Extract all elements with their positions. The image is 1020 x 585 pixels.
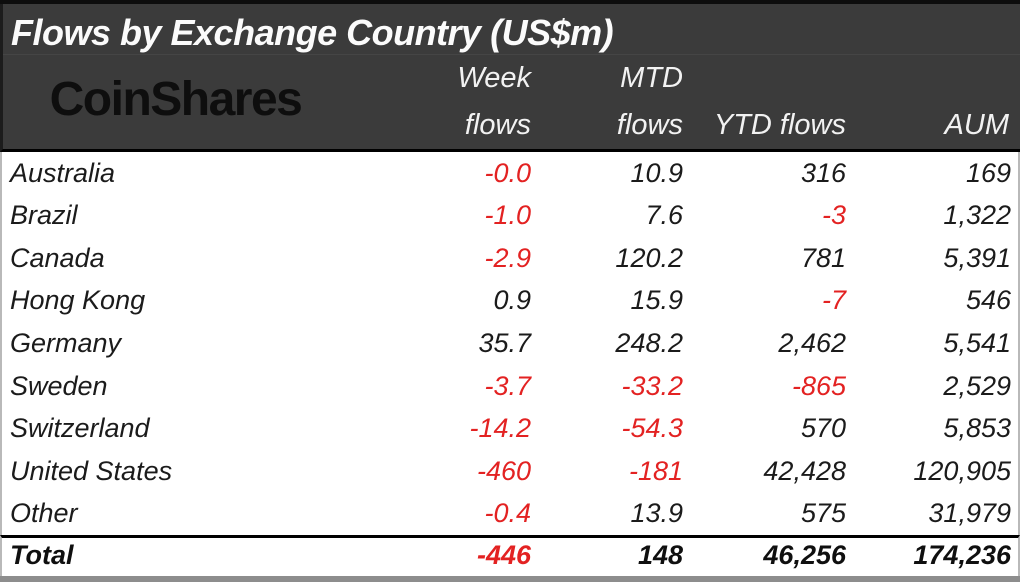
col-header-aum: AUM [944, 109, 1009, 141]
table-row: Other -0.4 13.9 575 31,979 [2, 493, 1018, 536]
bottom-strip [0, 576, 1020, 582]
aum-cell: 169 [965, 157, 1011, 188]
coinshares-logo: CoinShares [49, 72, 303, 126]
country-cell: Brazil [10, 200, 78, 231]
week-flows-cell: 35.7 [478, 328, 531, 359]
page-title: Flows by Exchange Country (US$m) [3, 4, 1020, 55]
mtd-flows-cell: -54.3 [621, 413, 683, 444]
table-header: Flows by Exchange Country (US$m) CoinSha… [0, 4, 1020, 152]
country-cell: Other [10, 498, 78, 529]
col-header-ytd-flows: YTD flows [713, 109, 846, 141]
col-header-mtd-line2: flows [616, 109, 683, 141]
table-row: Canada -2.9 120.2 781 5,391 [2, 237, 1018, 280]
bottom-gap [0, 572, 1020, 576]
country-cell: Sweden [10, 370, 108, 401]
total-week-flows: -446 [476, 539, 531, 570]
mtd-flows-cell: 10.9 [630, 157, 683, 188]
week-flows-cell: -3.7 [484, 370, 531, 401]
col-header-week-line1: Week [457, 62, 531, 94]
table-body: Australia -0.0 10.9 316 169 Brazil -1.0 … [0, 152, 1020, 535]
table-row: Hong Kong 0.9 15.9 -7 546 [2, 280, 1018, 323]
mtd-flows-cell: 248.2 [615, 328, 683, 359]
aum-cell: 31,979 [928, 498, 1011, 529]
col-header-week-flows: Week flows [348, 55, 538, 149]
table-row: United States -460 -181 42,428 120,905 [2, 450, 1018, 493]
week-flows-cell: -460 [476, 455, 531, 486]
ytd-flows-cell: 570 [800, 413, 846, 444]
table-row: Brazil -1.0 7.6 -3 1,322 [2, 195, 1018, 238]
aum-cell: 2,529 [943, 370, 1011, 401]
mtd-flows-cell: 120.2 [615, 242, 683, 273]
aum-cell: 5,853 [943, 413, 1011, 444]
country-cell: Germany [10, 328, 122, 359]
total-ytd-flows: 46,256 [763, 539, 846, 570]
week-flows-cell: -14.2 [469, 413, 531, 444]
country-cell: Canada [10, 242, 105, 273]
country-cell: United States [10, 455, 173, 486]
ytd-flows-cell: 316 [800, 157, 846, 188]
table-row: Australia -0.0 10.9 316 169 [2, 152, 1018, 195]
aum-cell: 546 [965, 285, 1011, 316]
ytd-flows-cell: 575 [800, 498, 846, 529]
table-row: Germany 35.7 248.2 2,462 5,541 [2, 322, 1018, 365]
column-header-row: CoinShares Week flows MTD flows YTD flow… [3, 55, 1020, 151]
total-row: Total -446 148 46,256 174,236 [2, 538, 1018, 572]
total-section: Total -446 148 46,256 174,236 [0, 535, 1020, 572]
aum-cell: 1,322 [943, 200, 1011, 231]
col-header-week-line2: flows [464, 109, 531, 141]
ytd-flows-cell: 42,428 [763, 455, 846, 486]
ytd-flows-cell: 2,462 [778, 328, 846, 359]
week-flows-cell: -2.9 [484, 242, 531, 273]
ytd-flows-cell: -865 [791, 370, 846, 401]
total-label: Total [10, 539, 74, 570]
aum-cell: 5,391 [943, 242, 1011, 273]
week-flows-cell: -0.4 [484, 498, 531, 529]
col-header-mtd-flows: MTD flows [538, 55, 690, 149]
mtd-flows-cell: 13.9 [630, 498, 683, 529]
country-cell: Australia [10, 157, 116, 188]
mtd-flows-cell: -181 [628, 455, 683, 486]
col-header-mtd-line1: MTD [620, 62, 683, 94]
ytd-flows-cell: -7 [821, 285, 846, 316]
total-mtd-flows: 148 [637, 539, 683, 570]
week-flows-cell: -1.0 [484, 200, 531, 231]
week-flows-cell: -0.0 [484, 157, 531, 188]
country-cell: Hong Kong [10, 285, 146, 316]
country-cell: Switzerland [10, 413, 150, 444]
mtd-flows-cell: 7.6 [645, 200, 683, 231]
table-row: Sweden -3.7 -33.2 -865 2,529 [2, 365, 1018, 408]
table-row: Switzerland -14.2 -54.3 570 5,853 [2, 407, 1018, 450]
mtd-flows-cell: 15.9 [630, 285, 683, 316]
aum-cell: 120,905 [913, 455, 1011, 486]
total-aum: 174,236 [913, 539, 1011, 570]
aum-cell: 5,541 [943, 328, 1011, 359]
ytd-flows-cell: 781 [800, 242, 846, 273]
mtd-flows-cell: -33.2 [621, 370, 683, 401]
ytd-flows-cell: -3 [821, 200, 846, 231]
week-flows-cell: 0.9 [493, 285, 531, 316]
